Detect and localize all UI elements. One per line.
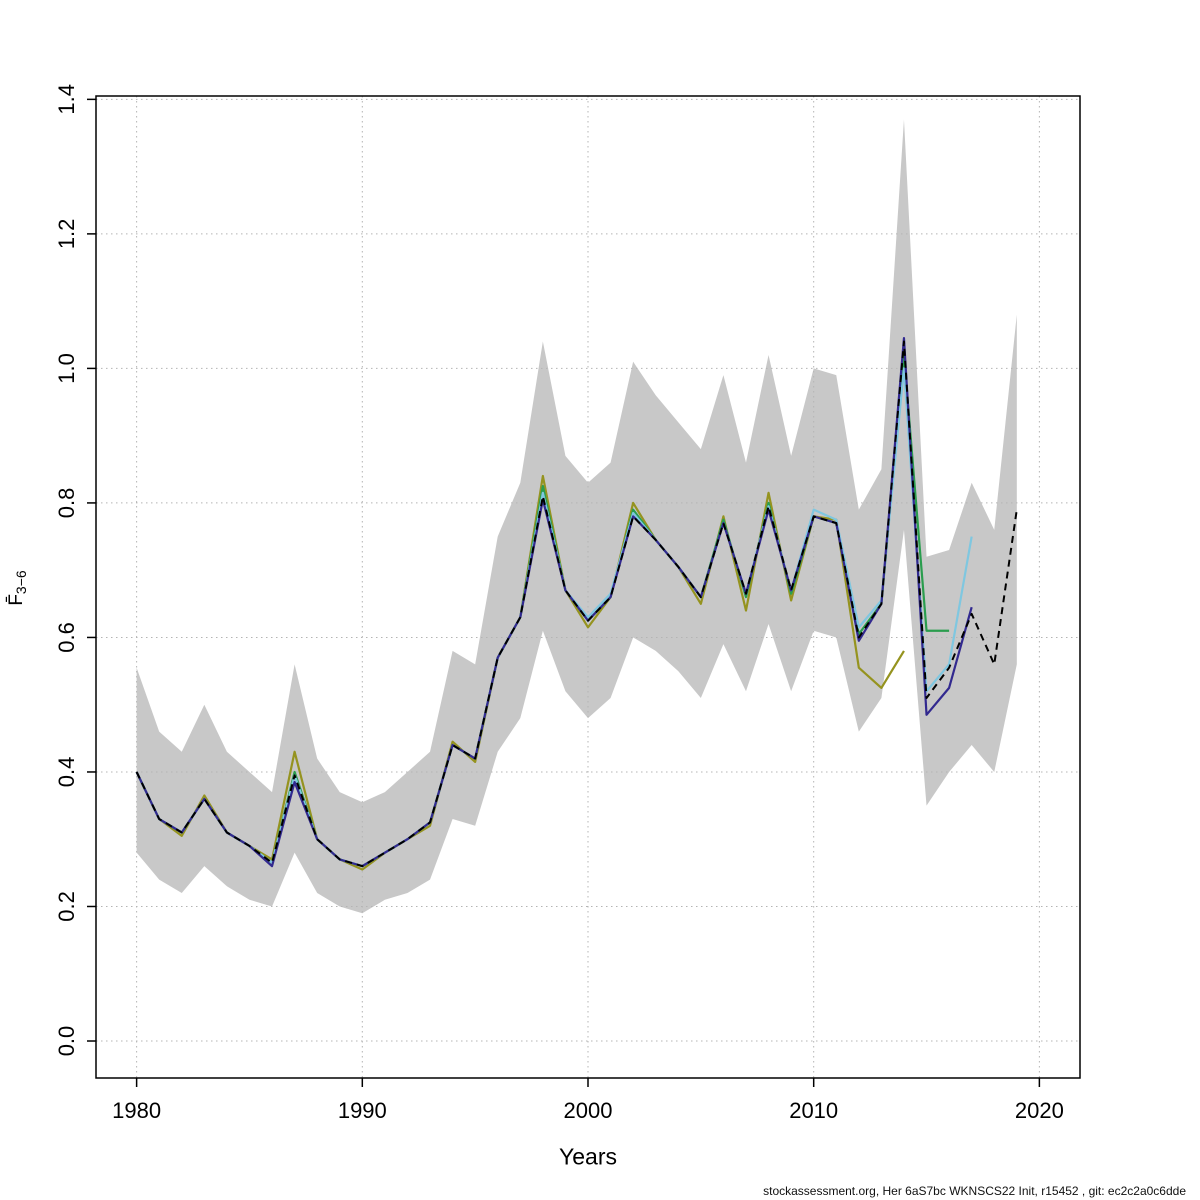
y-axis-title-sub: 3−6	[13, 570, 29, 595]
y-axis-tick-label: 0.0	[54, 1026, 79, 1057]
footer-attribution: stockassessment.org, Her 6aS7bc WKNSCS22…	[763, 1184, 1186, 1198]
x-axis-tick-label: 2020	[1015, 1098, 1064, 1123]
y-axis-tick-label: 0.2	[54, 891, 79, 922]
x-axis-tick-label: 1990	[338, 1098, 387, 1123]
fbar-line-base-dashed	[135, 340, 1018, 868]
x-axis-tick-label: 1980	[112, 1098, 161, 1123]
y-axis-tick-label: 0.8	[54, 488, 79, 519]
x-axis-tick-label: 2010	[789, 1098, 838, 1123]
x-axis-title: Years	[559, 1143, 617, 1170]
y-axis-tick-label: 0.6	[54, 622, 79, 653]
y-axis-title-main: F̄	[6, 594, 27, 606]
y-axis-title: F̄3−6	[6, 570, 29, 606]
x-axis-tick-label: 2000	[564, 1098, 613, 1123]
confidence-band	[136, 119, 1017, 914]
y-axis-tick-label: 0.4	[54, 757, 79, 788]
y-axis-tick-label: 1.0	[54, 353, 79, 384]
y-axis-tick-label: 1.2	[54, 219, 79, 250]
y-axis-tick-label: 1.4	[54, 84, 79, 115]
